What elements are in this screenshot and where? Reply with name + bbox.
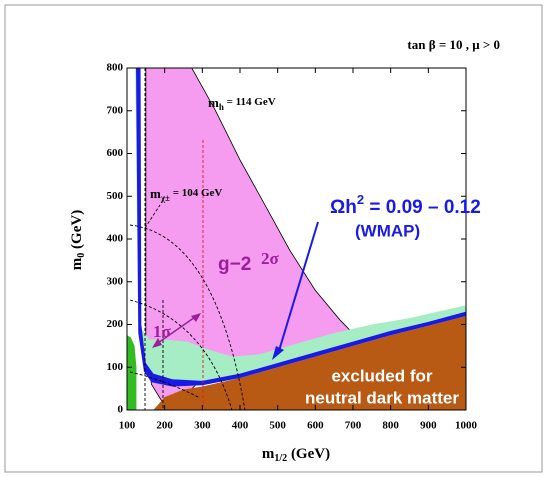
region	[153, 315, 466, 410]
x-tick-label: 200	[156, 420, 173, 432]
annotation: neutral dark matter	[305, 388, 459, 407]
label-part: (GeV)	[69, 210, 85, 253]
y-tick-label: 100	[107, 361, 124, 373]
arrowhead	[272, 346, 284, 360]
y-tick-label: 500	[107, 190, 124, 202]
sigma-contour	[129, 299, 233, 411]
y-tick-label: 800	[107, 62, 124, 74]
annotation-part: 2	[357, 192, 364, 207]
label-part: m	[262, 446, 275, 462]
x-tick-label: 1000	[455, 420, 478, 432]
annotation-part: = 114 GeV	[224, 96, 276, 108]
chargino-leader	[144, 204, 161, 229]
y-tick-label: 400	[107, 233, 124, 245]
ticks: 100 200 300 400 500 600 700 800 900 1000 0 100 200 30…	[107, 62, 478, 432]
label-part: m	[69, 257, 85, 270]
x-tick-label: 500	[269, 420, 286, 432]
x-tick-label: 900	[420, 420, 437, 432]
x-tick-label: 700	[345, 420, 362, 432]
sigma-arrow	[154, 314, 199, 346]
annotation: Ωh2 = 0.09 – 0.12	[330, 192, 481, 218]
x-axis-label: m1/2 (GeV)	[262, 446, 330, 464]
annotation-part: h	[219, 102, 224, 112]
wmap-arrow	[277, 221, 319, 355]
annotation-part: m	[208, 95, 219, 110]
x-tick-label: 300	[194, 420, 211, 432]
annotation-part: = 104 GeV	[170, 187, 222, 199]
frame	[4, 4, 543, 473]
sigma-contour	[129, 224, 246, 411]
annotation: g−2	[218, 254, 251, 275]
regions	[127, 67, 467, 410]
contours	[129, 68, 246, 411]
x-tick-label: 600	[307, 420, 324, 432]
annotation-part: χ±	[160, 193, 170, 203]
annotation: 1σ	[153, 322, 172, 341]
annotation: mχ± = 104 GeV	[150, 186, 222, 203]
x-tick-label: 400	[232, 420, 249, 432]
y-tick-label: 700	[107, 104, 124, 116]
label-part: 1/2	[274, 453, 287, 464]
x-tick-label: 100	[119, 420, 136, 432]
label-part: (GeV)	[287, 446, 330, 462]
annotation: mh = 114 GeV	[208, 95, 276, 112]
arrowhead	[152, 313, 201, 348]
annotation: (WMAP)	[355, 221, 420, 240]
annotation: excluded for	[331, 366, 432, 385]
y-tick-label: 600	[107, 147, 124, 159]
label-part: 0	[76, 253, 87, 258]
y-tick-label: 300	[107, 275, 124, 287]
annotation-part: m	[150, 186, 161, 201]
annotation: 2σ	[261, 249, 280, 268]
chart-title: tan β = 10 , μ > 0	[407, 37, 500, 52]
region	[135, 68, 466, 387]
x-tick-label: 800	[382, 420, 399, 432]
sigma-contour	[129, 371, 201, 399]
y-axis-label: m0 (GeV)	[69, 210, 87, 270]
y-tick-label: 0	[118, 404, 124, 416]
y-tick-label: 200	[107, 318, 124, 330]
annotation-part: = 0.09 – 0.12	[364, 197, 481, 218]
annotation-part: Ωh	[330, 197, 357, 218]
